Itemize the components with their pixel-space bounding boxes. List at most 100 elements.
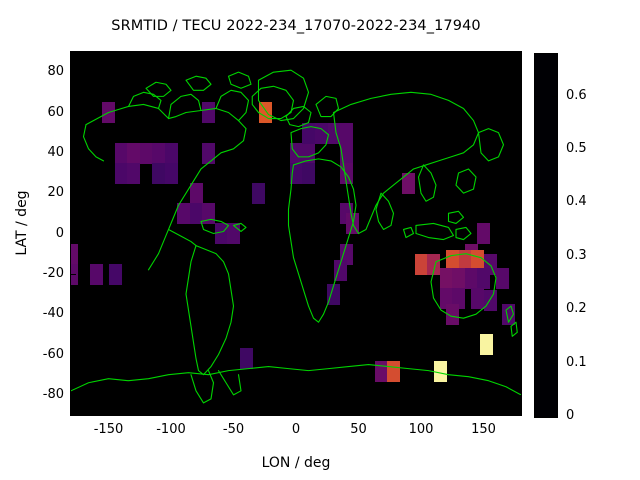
axis-tick bbox=[233, 410, 235, 415]
x-tick-label: -100 bbox=[156, 422, 186, 437]
map-heatmap-canvas[interactable] bbox=[71, 52, 521, 415]
axis-tick bbox=[516, 193, 521, 195]
axis-tick bbox=[421, 410, 422, 415]
colorbar-tick bbox=[552, 149, 557, 151]
heatmap-cell bbox=[452, 267, 466, 289]
heatmap-cell bbox=[202, 142, 216, 164]
axis-tick bbox=[171, 52, 172, 57]
heatmap-cell bbox=[458, 249, 472, 271]
heatmap-cell bbox=[471, 287, 484, 309]
x-tick-label: 0 bbox=[291, 422, 301, 437]
heatmap-cell bbox=[139, 142, 153, 164]
colorbar-tick bbox=[552, 362, 557, 364]
axis-tick bbox=[71, 72, 76, 74]
heatmap-cell bbox=[164, 142, 178, 164]
x-tick-label: 150 bbox=[471, 422, 496, 437]
axis-tick bbox=[71, 273, 76, 275]
heatmap-cell bbox=[164, 162, 178, 184]
axis-tick bbox=[483, 52, 485, 57]
axis-tick bbox=[516, 112, 521, 114]
y-tick-label: -20 bbox=[42, 265, 64, 281]
colorbar-tick-label: 0.5 bbox=[566, 141, 587, 157]
axis-tick bbox=[108, 410, 110, 415]
heatmap-cell bbox=[189, 183, 203, 205]
colorbar-tick bbox=[552, 202, 557, 204]
heatmap-cell bbox=[327, 283, 341, 305]
colorbar-tick-label: 0 bbox=[566, 408, 575, 423]
heatmap-cell bbox=[479, 334, 493, 356]
colorbar-tick bbox=[552, 255, 557, 257]
x-tick-label: 100 bbox=[408, 422, 434, 437]
axis-tick bbox=[296, 52, 297, 57]
y-tick-label: 60 bbox=[47, 104, 64, 120]
heatmap-cell bbox=[114, 142, 128, 164]
heatmap-cell bbox=[202, 102, 216, 124]
y-tick-label: -40 bbox=[42, 306, 64, 322]
colorbar[interactable] bbox=[534, 53, 558, 418]
heatmap-cell bbox=[202, 203, 216, 225]
axis-tick bbox=[516, 152, 521, 154]
heatmap-cell bbox=[387, 360, 401, 382]
heatmap-cell bbox=[446, 304, 459, 326]
heatmap-cell bbox=[439, 267, 453, 289]
x-tick-label: 50 bbox=[350, 422, 367, 437]
colorbar-tick-label: 0.3 bbox=[566, 247, 587, 263]
axis-tick bbox=[483, 410, 485, 415]
heatmap-cell bbox=[452, 287, 466, 309]
axis-tick bbox=[516, 354, 521, 356]
colorbar-tick bbox=[535, 362, 540, 364]
heatmap-cell bbox=[464, 267, 478, 289]
heatmap-cell bbox=[152, 142, 166, 164]
heatmap-cell bbox=[127, 162, 141, 184]
axis-tick bbox=[233, 52, 235, 57]
y-tick-label: -60 bbox=[42, 346, 64, 362]
x-tick-label: -150 bbox=[93, 422, 124, 437]
heatmap-cell bbox=[477, 223, 491, 245]
colorbar-tick-label: 0.6 bbox=[566, 87, 587, 103]
axis-tick bbox=[71, 152, 76, 154]
axis-tick bbox=[71, 394, 76, 396]
y-tick-label: 0 bbox=[55, 225, 64, 241]
colorbar-tick bbox=[535, 202, 540, 204]
chart-title: SRMTID / TECU 2022-234_17070-2022-234_17… bbox=[111, 18, 481, 34]
axis-tick bbox=[358, 52, 360, 57]
heatmap-cell bbox=[89, 263, 103, 285]
heatmap-cell bbox=[414, 253, 428, 275]
heatmap-cell bbox=[339, 122, 353, 144]
colorbar-gradient bbox=[535, 54, 557, 417]
heatmap-cell bbox=[339, 243, 353, 265]
y-tick-label: 20 bbox=[47, 185, 64, 201]
heatmap-cell bbox=[127, 142, 141, 164]
heatmap-cell bbox=[302, 162, 316, 184]
colorbar-tick-label: 0.1 bbox=[566, 354, 587, 370]
axis-tick bbox=[71, 354, 76, 356]
heatmap-cell bbox=[189, 203, 203, 225]
x-tick-label: -50 bbox=[222, 422, 245, 437]
y-tick-label: 40 bbox=[47, 144, 64, 160]
heatmap-cell bbox=[177, 203, 191, 225]
colorbar-tick-label: 0.4 bbox=[566, 194, 587, 210]
axis-tick bbox=[171, 410, 172, 415]
colorbar-tick bbox=[535, 255, 540, 257]
heatmap-cell bbox=[439, 287, 453, 309]
y-tick-label: 80 bbox=[47, 64, 64, 80]
heatmap-cell bbox=[402, 173, 416, 194]
colorbar-tick bbox=[535, 149, 540, 151]
colorbar-tick bbox=[535, 95, 540, 97]
coastline-overlay bbox=[71, 52, 521, 415]
heatmap-cell bbox=[214, 223, 228, 245]
colorbar-tick bbox=[535, 309, 540, 311]
heatmap-cell bbox=[433, 360, 447, 382]
colorbar-tick bbox=[552, 309, 557, 311]
heatmap-cell bbox=[302, 142, 316, 164]
axis-tick bbox=[516, 314, 521, 316]
heatmap-cell bbox=[327, 122, 341, 144]
heatmap-cell bbox=[471, 249, 484, 271]
heatmap-cell bbox=[477, 267, 491, 289]
axis-tick bbox=[108, 52, 110, 57]
axis-tick bbox=[516, 394, 521, 396]
heatmap-cell bbox=[239, 348, 253, 370]
axis-tick bbox=[71, 112, 76, 114]
axis-tick bbox=[516, 273, 521, 275]
